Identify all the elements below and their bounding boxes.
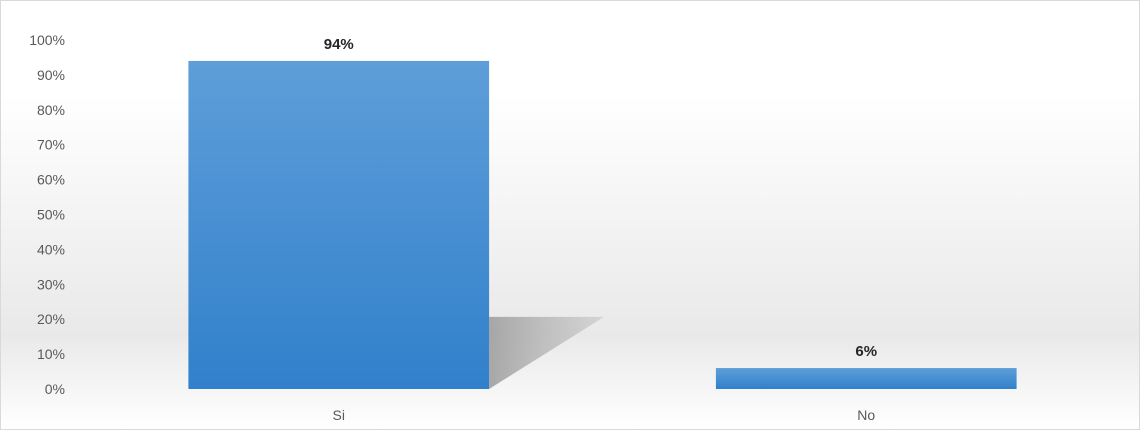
data-label: 6%: [855, 343, 877, 360]
y-tick-label: 0%: [45, 381, 65, 397]
y-tick-label: 90%: [37, 67, 65, 83]
bar-si: [188, 60, 490, 389]
y-tick-label: 40%: [37, 241, 65, 257]
y-tick-label: 50%: [37, 207, 65, 223]
y-tick-label: 100%: [29, 32, 65, 48]
x-category-label: Si: [333, 407, 345, 423]
y-tick-label: 20%: [37, 311, 65, 327]
x-category-label: No: [857, 407, 875, 423]
y-tick-label: 10%: [37, 346, 65, 362]
y-tick-label: 30%: [37, 276, 65, 292]
y-tick-label: 70%: [37, 137, 65, 153]
bar-shadow: [489, 316, 605, 389]
bar-no: [715, 368, 1017, 389]
data-label: 94%: [324, 36, 354, 53]
y-tick-label: 80%: [37, 102, 65, 118]
y-tick-label: 60%: [37, 172, 65, 188]
